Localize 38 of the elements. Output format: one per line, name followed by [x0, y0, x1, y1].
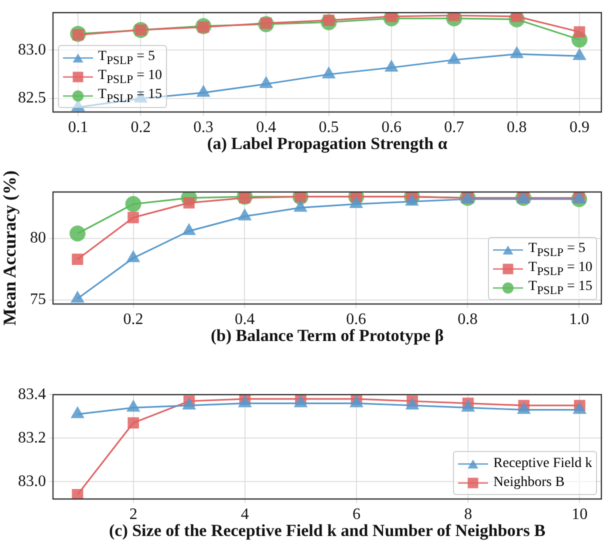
y-tick-label: 83.0 — [18, 41, 46, 58]
x-tick-label: 0.2 — [130, 118, 151, 136]
legend-label: Receptive Field k — [493, 456, 592, 472]
legend-label: T$_{PSLP}$ = 5 — [98, 48, 156, 66]
x-tick-label: 0.6 — [346, 310, 366, 328]
x-tick-label: 0.7 — [444, 118, 464, 136]
x-tick-label: 0.4 — [234, 310, 255, 328]
x-tick-label: 6 — [352, 506, 360, 523]
x-tick-label: 0.8 — [458, 310, 478, 328]
legend-label: T$_{PSLP}$ = 10 — [98, 68, 162, 86]
x-tick-label: 8 — [464, 506, 472, 523]
y-tick-label: 82.5 — [18, 90, 46, 107]
legend-label: T$_{PSLP}$ = 10 — [528, 260, 592, 278]
y-tick-label: 80 — [30, 230, 46, 247]
y-axis-title: Mean Accuracy (%) — [0, 170, 20, 326]
y-tick-label: 83.0 — [18, 472, 46, 490]
x-tick-label: 0.2 — [123, 310, 144, 328]
x-tick-label: 0.9 — [569, 118, 590, 136]
x-tick-label: 0.4 — [256, 118, 276, 136]
y-tick-label: 83.4 — [18, 386, 46, 403]
x-tick-label: 0.1 — [68, 118, 88, 136]
legend-label: T$_{PSLP}$ = 15 — [98, 86, 162, 104]
x-axis-title: (c) Size of the Receptive Field k and Number of Neighbors B — [108, 521, 546, 540]
x-tick-label: 4 — [240, 506, 249, 523]
x-tick-label: 1.0 — [569, 310, 590, 328]
x-axis-title: (a) Label Propagation Strength α — [207, 134, 448, 154]
legend-label: T$_{PSLP}$ = 5 — [528, 240, 586, 258]
x-tick-label: 0.5 — [318, 118, 339, 136]
x-tick-label: 10 — [572, 506, 588, 523]
x-tick-label: 0.8 — [506, 118, 527, 136]
x-tick-label: 2 — [129, 506, 138, 523]
x-tick-label: 0.3 — [193, 118, 214, 136]
y-tick-label: 83.2 — [18, 429, 46, 446]
legend-label: Neighbors B — [493, 474, 565, 490]
legend-label: T$_{PSLP}$ = 15 — [528, 278, 592, 296]
x-axis-title: (b) Balance Term of Prototype β — [210, 326, 444, 346]
y-tick-label: 75 — [30, 291, 46, 308]
x-tick-label: 0.6 — [381, 118, 402, 136]
